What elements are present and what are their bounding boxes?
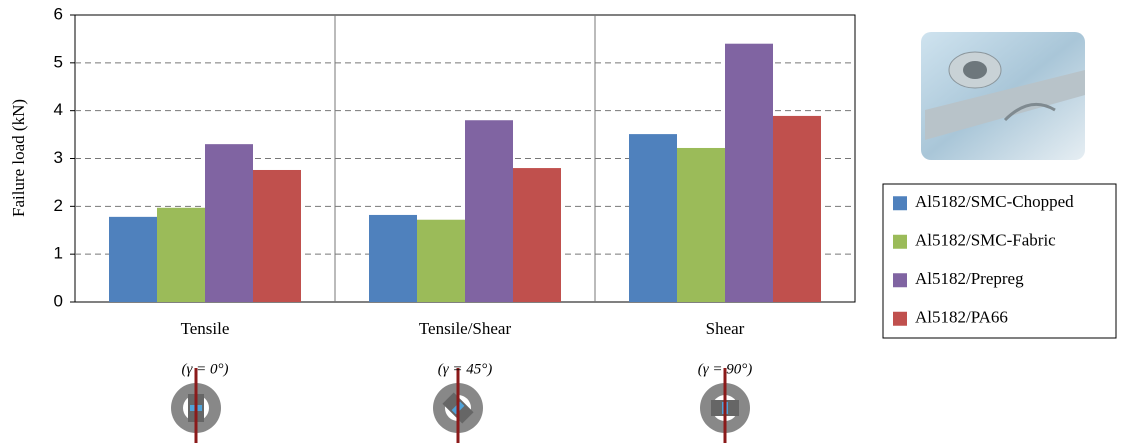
bar (253, 169, 301, 302)
legend-swatch (893, 196, 907, 211)
y-tick-label: 3 (54, 148, 63, 167)
annotation: (γ = 90°) (698, 361, 753, 377)
bar (417, 219, 465, 302)
bar (205, 144, 253, 302)
y-tick-label: 4 (54, 100, 63, 119)
annotation: (γ = 45°) (438, 361, 493, 377)
legend-label: Al5182/SMC-Fabric (915, 231, 1056, 250)
bar (677, 147, 725, 302)
bar (513, 168, 561, 302)
bar (773, 115, 821, 302)
bar (725, 43, 773, 302)
legend-label: Al5182/Prepreg (915, 269, 1024, 288)
x-tick-label: Shear (706, 319, 745, 338)
legend-swatch (893, 234, 907, 249)
bar (157, 207, 205, 302)
bar (109, 216, 157, 302)
legend-label: Al5182/PA66 (915, 308, 1008, 327)
photo (921, 32, 1085, 160)
x-tick-label: Tensile (181, 319, 230, 338)
bar (369, 214, 417, 302)
y-axis-label: Failure load (kN) (9, 99, 28, 217)
legend-swatch (893, 311, 907, 326)
y-tick-label: 5 (54, 52, 63, 71)
y-tick-label: 6 (54, 4, 63, 23)
y-tick-label: 1 (54, 244, 63, 263)
annotation: (γ = 0°) (181, 361, 228, 377)
legend-swatch (893, 273, 907, 288)
x-tick-label: Tensile/Shear (419, 319, 512, 338)
y-tick-label: 2 (54, 196, 63, 215)
legend-box (882, 183, 1117, 339)
loading-icons (171, 368, 750, 443)
y-tick-label: 0 (54, 291, 63, 310)
bar (465, 120, 513, 302)
legend-label: Al5182/SMC-Chopped (915, 192, 1074, 211)
bar (629, 134, 677, 302)
